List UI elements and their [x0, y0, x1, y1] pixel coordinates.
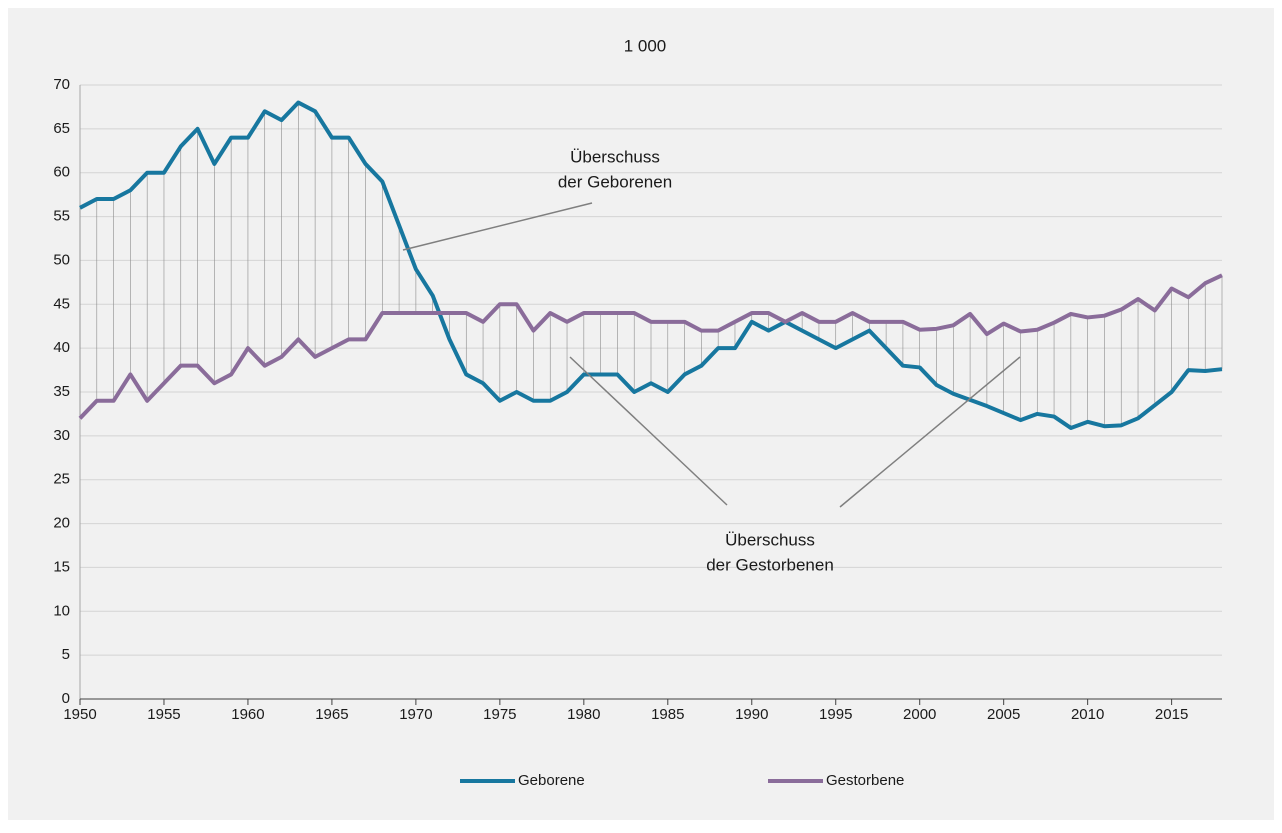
x-tick-label: 2000	[903, 706, 936, 723]
annotation-leader	[839, 356, 1021, 508]
legend-label: Gestorbene	[826, 772, 904, 789]
annotation-text: der Geborenen	[558, 172, 672, 191]
x-tick-label: 1975	[483, 706, 516, 723]
y-tick-label: 55	[53, 208, 70, 225]
y-tick-label: 65	[53, 120, 70, 137]
y-tick-label: 40	[53, 339, 70, 356]
x-tick-label: 1995	[819, 706, 852, 723]
y-tick-label: 50	[53, 251, 70, 268]
x-tick-label: 1965	[315, 706, 348, 723]
annotation-text: Überschuss	[570, 147, 660, 166]
y-tick-label: 60	[53, 164, 70, 181]
y-tick-label: 35	[53, 383, 70, 400]
y-tick-label: 30	[53, 427, 70, 444]
y-tick-label: 5	[62, 646, 70, 663]
x-tick-label: 1985	[651, 706, 684, 723]
x-tick-label: 2010	[1071, 706, 1104, 723]
x-tick-label: 1970	[399, 706, 432, 723]
legend-label: Geborene	[518, 772, 585, 789]
y-tick-label: 0	[62, 690, 70, 707]
data-line	[79, 100, 1223, 430]
x-tick-label: 2015	[1155, 706, 1188, 723]
x-tick-label: 1950	[63, 706, 96, 723]
y-tick-label: 20	[53, 515, 70, 532]
y-tick-label: 25	[53, 471, 70, 488]
x-tick-label: 2005	[987, 706, 1020, 723]
chart-background	[8, 8, 1274, 820]
x-tick-label: 1990	[735, 706, 768, 723]
y-tick-label: 70	[53, 76, 70, 93]
annotation-text: der Gestorbenen	[706, 555, 834, 574]
data-line	[78, 273, 1223, 420]
x-tick-label: 1980	[567, 706, 600, 723]
annotation-leader	[569, 356, 728, 506]
y-tick-label: 10	[53, 602, 70, 619]
y-tick-label: 15	[53, 558, 70, 575]
chart-title: 1 000	[624, 36, 667, 55]
annotation-leader	[402, 202, 593, 251]
annotation-text: Überschuss	[725, 530, 815, 549]
x-tick-label: 1955	[147, 706, 180, 723]
x-tick-label: 1960	[231, 706, 264, 723]
y-tick-label: 45	[53, 295, 70, 312]
